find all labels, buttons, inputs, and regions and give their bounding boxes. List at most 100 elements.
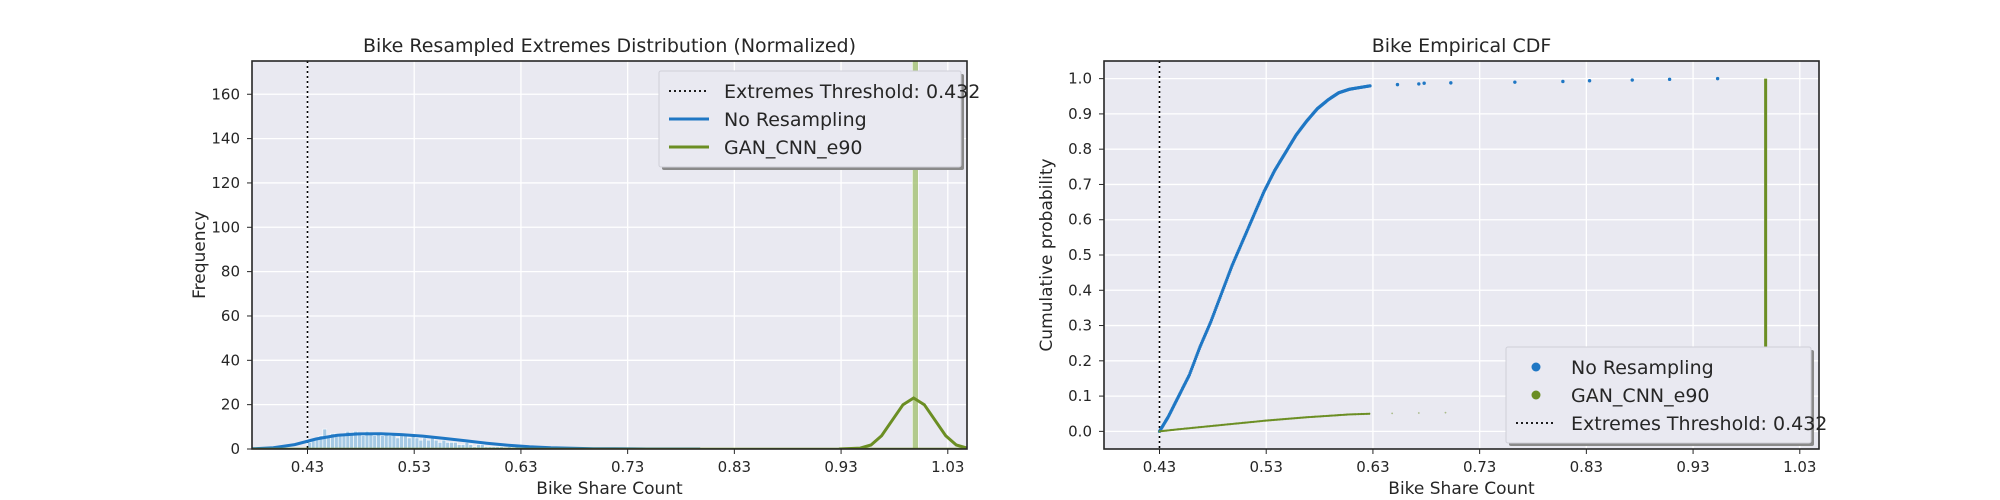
y-tick-label: 140 [211, 130, 240, 148]
x-tick-label: 0.93 [1676, 458, 1709, 476]
cdf-point [1449, 81, 1453, 85]
legend-swatch-dot [1531, 362, 1541, 372]
chart-title: Bike Resampled Extremes Distribution (No… [363, 35, 856, 57]
histogram-bar [426, 439, 431, 449]
y-tick-label: 0 [230, 440, 240, 458]
histogram-bar [912, 61, 919, 449]
legend-box [658, 70, 962, 168]
x-axis-ticks: 0.43 0.53 0.63 0.73 0.83 0.93 1.03 [1143, 449, 1816, 476]
cdf-point [1513, 80, 1517, 84]
y-tick-label: 20 [221, 396, 240, 414]
cdf-point [1715, 76, 1720, 81]
y-tick-label: 160 [211, 85, 240, 103]
cdf-point [1391, 412, 1394, 415]
y-tick-label: 120 [211, 174, 240, 192]
histogram-bar [372, 435, 377, 449]
legend-label: Extremes Threshold: 0.432 [1571, 413, 1827, 435]
x-tick-label: 0.53 [1250, 458, 1283, 476]
legend-label: GAN_CNN_e90 [1571, 385, 1710, 407]
histogram-bar [422, 437, 427, 449]
cdf-point [1368, 84, 1372, 88]
y-tick-label: 40 [221, 351, 240, 369]
histogram-bar [430, 437, 435, 449]
legend: Extremes Threshold: 0.432 No Resampling GA… [658, 70, 980, 170]
x-axis-label: Bike Share Count [1388, 479, 1535, 499]
x-tick-label: 0.73 [611, 458, 644, 476]
cdf-point [1587, 79, 1592, 83]
histogram-bar [368, 433, 374, 449]
cdf-point [1561, 79, 1565, 84]
histogram-bar [387, 435, 393, 449]
chart-title: Bike Empirical CDF [1372, 35, 1552, 57]
x-tick-label: 0.83 [718, 458, 751, 476]
cdf-point [1630, 78, 1634, 82]
cdf-point [1422, 81, 1426, 85]
legend: No Resampling GAN_CNN_e90 Extremes Thresho… [1505, 346, 1827, 446]
y-tick-label: 0.2 [1068, 352, 1092, 370]
y-axis-label: Cumulative probability [1037, 158, 1057, 351]
x-tick-label: 0.83 [1570, 458, 1603, 476]
histogram-bar [360, 435, 366, 449]
y-axis-ticks: 0.0 0.1 0.2 0.3 0.4 0.5 0.6 0.7 0.8 0.9 1.0 [1068, 70, 1104, 440]
cdf-point [1667, 77, 1672, 82]
x-tick-label: 1.03 [1783, 458, 1816, 476]
plot-frame [251, 60, 968, 450]
y-tick-label: 0.6 [1068, 211, 1092, 229]
kde-line [838, 396, 967, 449]
cdf-point [1444, 411, 1447, 414]
histogram-bar [357, 433, 362, 449]
histogram-bar [403, 435, 408, 449]
y-axis-label: Frequency [190, 211, 210, 299]
histogram-bar [441, 439, 447, 449]
x-tick-label: 0.43 [1143, 458, 1176, 476]
chart-marks [1157, 61, 1768, 449]
histogram-bar [337, 435, 343, 449]
y-tick-label: 0.3 [1068, 317, 1092, 335]
cdf-panel: 0.43 0.53 0.63 0.73 0.83 0.93 1.03 0.00.10.20.… [1037, 35, 1827, 499]
histogram-bar [380, 435, 385, 449]
histogram-bar [418, 439, 424, 449]
x-tick-label: 0.63 [1356, 458, 1389, 476]
y-tick-label: 0.0 [1068, 422, 1092, 440]
histogram-bar [384, 433, 389, 449]
histogram-bar [414, 437, 420, 449]
x-tick-label: 1.03 [931, 458, 964, 476]
y-tick-label: 100 [211, 218, 240, 236]
legend-label: GAN_CNN_e90 [724, 137, 863, 159]
y-tick-label: 0.9 [1068, 105, 1092, 123]
legend-label: No Resampling [724, 109, 867, 131]
legend-label: No Resampling [1571, 357, 1714, 379]
cdf-point [1417, 412, 1420, 414]
y-tick-label: 80 [221, 263, 240, 281]
histogram-bar [399, 435, 404, 449]
histogram-panel: 0.43 0.53 0.63 0.73 0.83 0.93 1.03 0 20 40 60 80 10… [190, 35, 980, 499]
y-tick-label: 60 [221, 307, 240, 325]
legend-label: Extremes Threshold: 0.432 [724, 81, 980, 103]
histogram-bar [433, 439, 439, 449]
histogram-bar [395, 437, 400, 449]
x-tick-label: 0.43 [291, 458, 324, 476]
histogram-bar [376, 433, 381, 449]
x-tick-label: 0.63 [504, 458, 537, 476]
y-tick-label: 1.0 [1068, 70, 1092, 88]
y-axis-ticks: 0 20 40 60 80 100 120 140 160 [211, 85, 252, 458]
y-tick-label: 0.5 [1068, 246, 1092, 264]
cdf-point [1395, 82, 1400, 87]
x-tick-label: 0.93 [824, 458, 857, 476]
cdf-point [1417, 82, 1421, 86]
y-tick-label: 0.1 [1068, 387, 1092, 405]
y-tick-label: 0.7 [1068, 175, 1092, 193]
x-axis-label: Bike Share Count [536, 479, 683, 499]
chart-marks [252, 61, 967, 449]
legend-box [1505, 346, 1812, 444]
cdf-point [1368, 412, 1371, 415]
x-tick-label: 0.73 [1463, 458, 1496, 476]
x-tick-label: 0.53 [398, 458, 431, 476]
y-tick-label: 0.8 [1068, 140, 1092, 158]
y-tick-label: 0.4 [1068, 281, 1092, 299]
legend-swatch-dot [1531, 390, 1541, 400]
histogram-bar [410, 435, 416, 449]
histogram-bar [407, 437, 412, 449]
x-axis-ticks: 0.43 0.53 0.63 0.73 0.83 0.93 1.03 [291, 449, 964, 476]
